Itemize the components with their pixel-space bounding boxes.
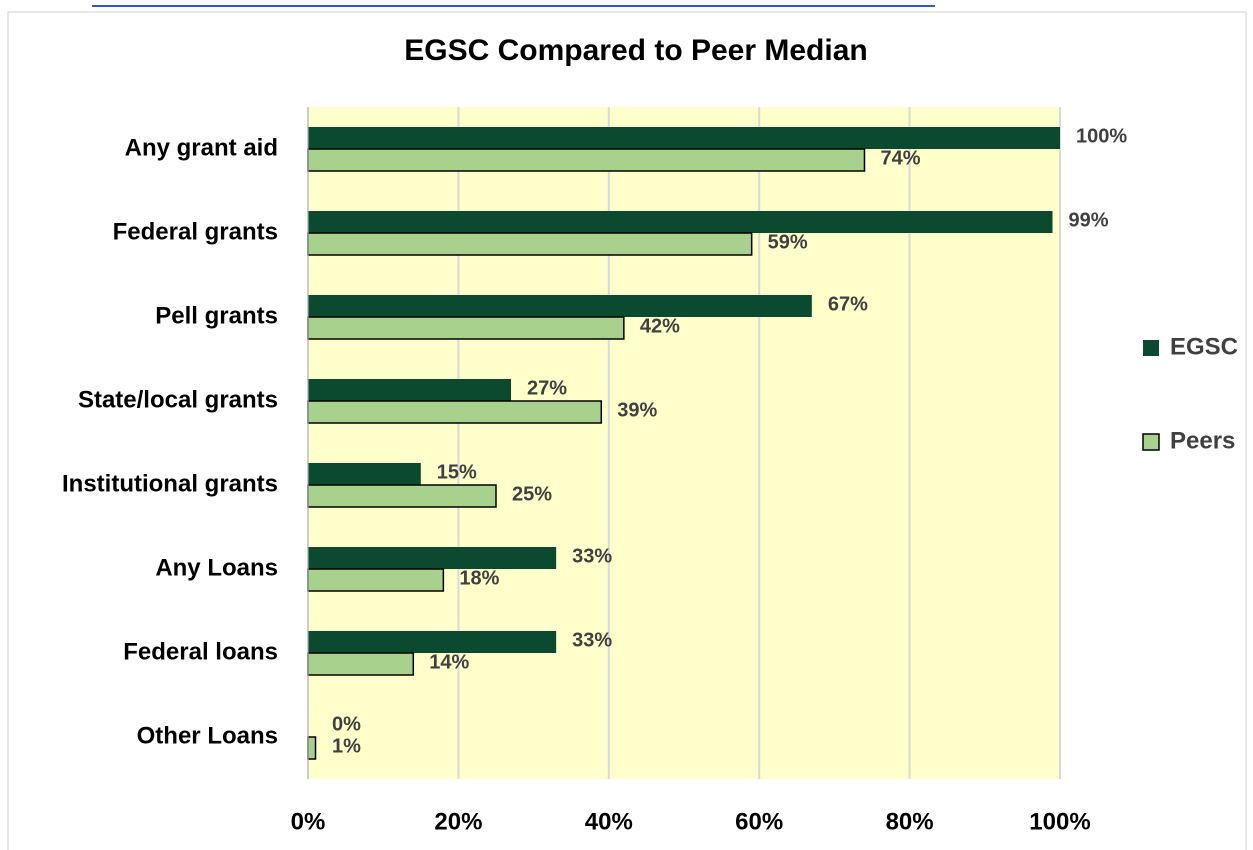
y-tick-label: Institutional grants — [62, 470, 278, 497]
x-tick-label: 40% — [585, 808, 633, 835]
plot-area — [308, 107, 1060, 779]
data-label: 39% — [617, 399, 657, 421]
bar — [307, 148, 866, 172]
bar — [308, 295, 812, 317]
legend-label: EGSC — [1170, 333, 1238, 360]
bar — [308, 631, 557, 653]
bar — [308, 127, 1060, 149]
bar — [307, 484, 497, 508]
data-label: 18% — [459, 567, 499, 589]
data-label: 59% — [768, 231, 808, 253]
bar — [307, 232, 753, 256]
data-label: 15% — [437, 461, 477, 483]
data-label: 1% — [332, 735, 361, 757]
y-tick-label: Any Loans — [155, 554, 278, 581]
bar — [307, 400, 603, 424]
bar — [308, 463, 421, 485]
y-tick-label: State/local grants — [78, 386, 278, 413]
bar — [308, 379, 512, 401]
data-label: 25% — [512, 483, 552, 505]
x-tick-label: 60% — [735, 808, 783, 835]
bar — [308, 547, 557, 569]
x-tick-label: 80% — [886, 808, 934, 835]
y-tick-label: Pell grants — [155, 302, 278, 329]
data-label: 67% — [828, 293, 868, 315]
data-label: 0% — [332, 713, 361, 735]
y-tick-label: Other Loans — [137, 722, 278, 749]
data-label: 99% — [1068, 209, 1108, 231]
data-label: 74% — [880, 147, 920, 169]
data-label: 33% — [572, 545, 612, 567]
bar — [307, 736, 317, 760]
data-label: 27% — [527, 377, 567, 399]
x-tick-label: 0% — [291, 808, 326, 835]
bar — [307, 316, 625, 340]
x-tick-label: 100% — [1029, 808, 1090, 835]
bar — [307, 568, 445, 592]
legend-swatch — [1143, 340, 1159, 356]
data-label: 33% — [572, 629, 612, 651]
data-label: 14% — [429, 651, 469, 673]
legend-swatch — [1142, 433, 1160, 451]
data-label: 100% — [1076, 125, 1127, 147]
bar — [307, 652, 415, 676]
y-tick-label: Any grant aid — [125, 134, 278, 161]
x-tick-label: 20% — [434, 808, 482, 835]
y-tick-label: Federal grants — [113, 218, 278, 245]
legend-label: Peers — [1170, 427, 1235, 454]
y-tick-label: Federal loans — [123, 638, 278, 665]
bar — [308, 211, 1053, 233]
data-label: 42% — [640, 315, 680, 337]
chart-title: EGSC Compared to Peer Median — [404, 34, 867, 67]
